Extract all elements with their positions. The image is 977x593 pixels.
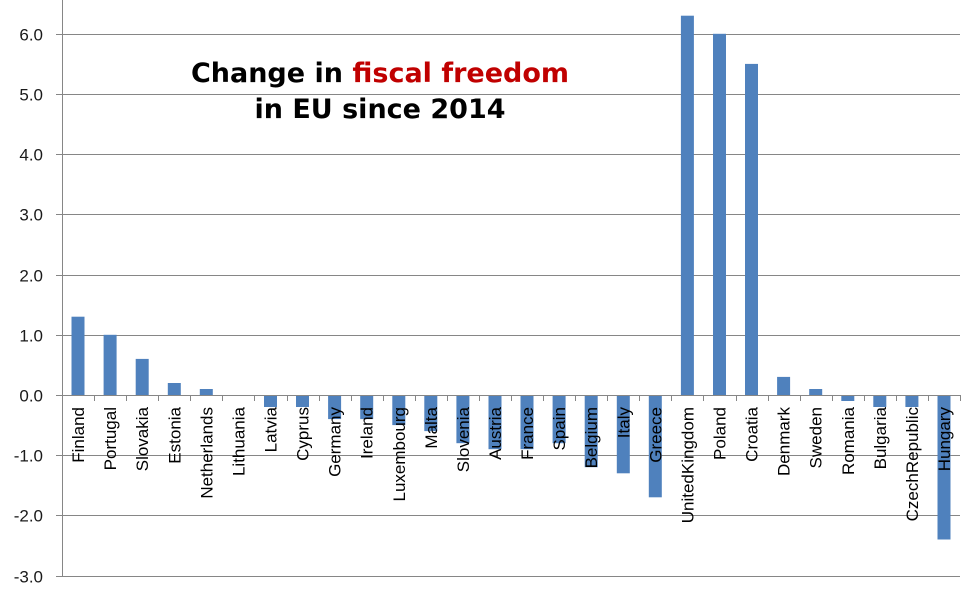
category-label: Netherlands [197,407,216,499]
category-label: Italy [614,407,633,439]
category-label: Malta [422,406,441,448]
bar-netherlands [199,389,213,395]
title-line-1: Change in fiscal freedom [150,56,610,92]
title-line-2: in EU since 2014 [254,94,506,125]
y-tick-label: 4.0 [19,146,43,165]
category-label: Cyprus [294,407,313,461]
bar-slovenia [456,395,470,444]
bar-hungary [937,395,951,540]
bar-greece [648,395,662,498]
category-label: Lithuania [229,406,248,476]
category-label: Belgium [582,407,601,468]
bar-france [520,395,534,450]
bar-malta [424,395,438,432]
y-tick-label: 0.0 [19,387,43,406]
title-highlight: fiscal freedom [352,58,570,89]
y-tick-label: -3.0 [14,568,43,587]
category-label: Sweden [807,407,826,468]
bars [71,15,951,540]
bar-bulgaria [873,395,887,407]
category-label: Estonia [165,406,184,463]
category-label: Slovakia [133,406,152,471]
bar-cyprus [296,395,309,407]
bar-denmark [777,376,791,395]
bar-slovakia [135,358,149,395]
y-tick-label: 3.0 [19,206,43,225]
axes [56,0,961,577]
category-label: Finland [69,407,88,463]
bar-czechrepublic [905,395,919,407]
category-label: Germany [326,407,345,477]
category-label: Greece [646,407,665,463]
y-tick-label: 1.0 [19,327,43,346]
bar-estonia [167,383,181,395]
y-axis-tick-labels: -3.0 -2.0 -1.0 0.0 1.0 2.0 3.0 4.0 5.0 6.0 [14,26,43,587]
category-labels: Finland Portugal Slovakia Estonia Netherland… [69,406,954,523]
category-label: UnitedKingdom [678,407,697,523]
gridlines [56,34,960,577]
y-tick-label: -1.0 [14,447,43,466]
category-label: Bulgaria [871,406,890,469]
bar-latvia [264,395,277,407]
category-label: Spain [550,407,569,450]
category-label: Slovenia [454,406,473,472]
category-label: Denmark [775,407,794,476]
bar-germany [328,395,342,420]
bar-unitedkingdom [680,15,694,395]
bar-portugal [103,334,117,395]
bar-croatia [745,63,758,396]
category-label: CzechRepublic [903,407,922,522]
category-label: Austria [486,406,505,459]
bar-belgium [584,395,598,468]
y-tick-label: 6.0 [19,26,43,45]
category-label: Latvia [261,406,280,452]
category-label: Croatia [743,406,762,461]
category-label: Luxembourg [390,407,409,502]
category-label: Hungary [935,407,954,472]
bar-poland [713,33,726,396]
bar-romania [841,395,855,401]
bar-italy [616,395,630,474]
bar-finland [71,316,85,395]
bar-luxembourg [392,395,406,426]
y-tick-label: -2.0 [14,507,43,526]
bar-ireland [360,395,374,420]
bar-sweden [809,389,823,395]
category-label: Poland [710,407,729,460]
chart-title: Change in fiscal freedom in EU since 201… [150,56,610,128]
category-label: France [518,407,537,460]
title-part-1: Change in [190,58,353,89]
category-label: Romania [839,406,858,475]
bar-austria [488,395,502,450]
category-label: Portugal [101,407,120,470]
y-tick-label: 5.0 [19,86,43,105]
y-tick-label: 2.0 [19,267,43,286]
bar-spain [552,395,566,444]
category-label: Ireland [358,407,377,459]
